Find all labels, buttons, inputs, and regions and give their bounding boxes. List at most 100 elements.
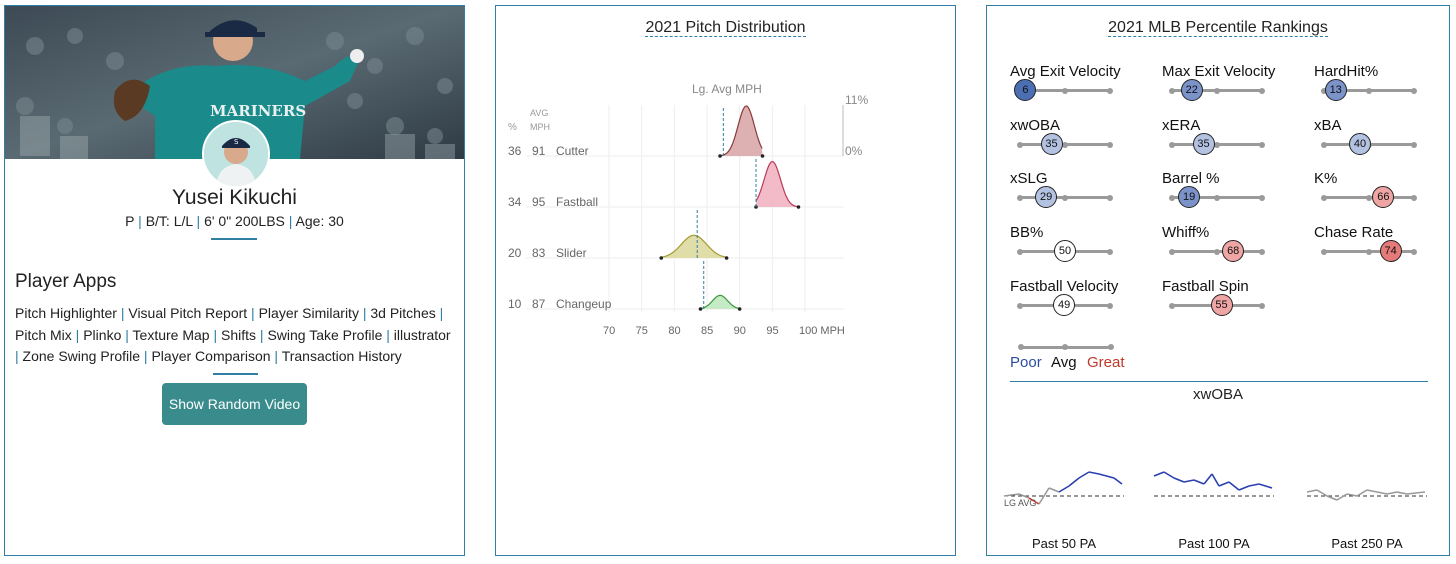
player-info: P | B/T: L/L | 6' 0" 200LBS | Age: 30 [5, 213, 464, 229]
trend-segment [1003, 493, 1020, 497]
player-apps-title: Player Apps [15, 271, 117, 292]
trend-segment [1098, 473, 1115, 479]
trend-segment [1048, 487, 1060, 493]
xwoba-trend-title: xwOBA [1192, 386, 1243, 403]
rank-label-chase-rate: Chase Rate [1314, 224, 1394, 241]
pitch-distribution-chart: Lg. Avg MPH% AVG MPH 11% 0% 36 91 Cutter 34 95 Fas… [508, 82, 868, 337]
trend-segment [1058, 485, 1070, 493]
show-random-video-button[interactable]: Show Random Video [162, 383, 307, 425]
pitch-avg-mph: 83 [532, 246, 546, 260]
rank-tick [1017, 248, 1023, 255]
x-tick-label: 75 [636, 325, 648, 337]
legend-tick [1062, 344, 1068, 350]
app-link-zone-swing-profile[interactable]: Zone Swing Profile [22, 348, 141, 364]
pitch-density-line-changeup [700, 294, 740, 310]
trend-segment [1193, 479, 1205, 485]
rank-tick [1321, 194, 1327, 201]
rank-bubble: 74 [1379, 240, 1402, 262]
rank-bubble: 35 [1192, 133, 1215, 155]
pitch-distribution-panel: 2021 Pitch Distribution Lg. Avg MPH% AVG M… [495, 5, 956, 556]
pitch-density-line-fastball [755, 160, 799, 208]
trend-segment [1238, 485, 1250, 491]
app-link-shifts[interactable]: Shifts [221, 326, 257, 343]
pitch-name: Changeup [556, 297, 612, 311]
trend-segment [1346, 493, 1358, 497]
rank-bubble: 29 [1035, 186, 1058, 208]
app-link-illustrator[interactable]: illustrator [393, 326, 451, 343]
trend-segment [1336, 493, 1348, 501]
percentile-title-text: 2021 MLB Percentile Rankings [1108, 19, 1328, 37]
percentile-title: 2021 MLB Percentile Rankings [987, 19, 1449, 37]
trend-segment [1386, 491, 1398, 495]
rank-bubble: 49 [1053, 294, 1076, 316]
rank-tick [1366, 248, 1372, 255]
lg-avg-label: Lg. Avg MPH [692, 82, 762, 96]
trend-segment [1163, 471, 1175, 479]
trend-segment [1088, 471, 1100, 475]
pitch-density-line-cutter [720, 105, 763, 157]
trend-segment [1316, 489, 1328, 497]
app-link-swing-take-profile[interactable]: Swing Take Profile [267, 326, 383, 343]
rank-label-xslg: xSLG [1010, 170, 1048, 187]
rank-tick [1259, 141, 1265, 148]
pitch-pct: 36 [508, 144, 522, 158]
x-tick-label: 100 MPH [799, 325, 845, 337]
app-link-pitch-mix[interactable]: Pitch Mix [15, 326, 72, 343]
col-avg-header: AVG [530, 108, 548, 118]
app-link-player-similarity[interactable]: Player Similarity [258, 305, 359, 321]
range-endpoint [659, 256, 664, 260]
player-bats-throws: B/T: L/L [145, 213, 193, 229]
range-endpoint [737, 307, 742, 311]
rank-tick [1411, 87, 1417, 94]
separator: | [15, 348, 23, 364]
rank-label-k-: K% [1314, 170, 1338, 187]
trend-segment [1078, 471, 1090, 479]
trend-segment [1038, 487, 1050, 505]
window-label-100: Past 100 PA [1178, 536, 1250, 551]
range-endpoint [698, 307, 703, 311]
app-link-pitch-highlighter[interactable]: Pitch Highlighter [15, 305, 117, 321]
separator: | [247, 305, 259, 321]
window-label-250: Past 250 PA [1331, 536, 1403, 551]
app-link-player-comparison[interactable]: Player Comparison [151, 348, 271, 364]
trend-segment [1356, 489, 1368, 497]
app-link-transaction-history[interactable]: Transaction History [281, 348, 402, 364]
app-link-plinko[interactable]: Plinko [83, 326, 122, 343]
trend-segment [1248, 483, 1260, 487]
pitch-name: Slider [556, 246, 587, 260]
pitch-name: Fastball [556, 195, 598, 209]
trend-segment [1028, 497, 1040, 505]
trend-segment [1173, 477, 1185, 483]
range-endpoint [796, 205, 801, 209]
rank-label-whiff-: Whiff% [1162, 224, 1210, 241]
rank-label-fastball-velocity: Fastball Velocity [1010, 278, 1119, 295]
rank-tick [1107, 87, 1113, 94]
app-link-texture-map[interactable]: Texture Map [132, 326, 210, 343]
trend-segment [1396, 491, 1408, 495]
rank-label-hardhit-: HardHit% [1314, 63, 1379, 80]
rank-bubble: 13 [1324, 79, 1347, 101]
player-age: Age: 30 [295, 213, 344, 229]
separator: | [140, 348, 152, 364]
col-pct-header: % [508, 122, 517, 133]
rank-label-xera: xERA [1162, 117, 1201, 134]
pitch-density-changeup [700, 295, 740, 309]
app-link-visual-pitch-report[interactable]: Visual Pitch Report [128, 305, 248, 321]
rank-tick [1214, 87, 1220, 94]
app-link-3d-pitches[interactable]: 3d Pitches [370, 305, 436, 321]
rank-tick [1107, 302, 1113, 309]
x-tick-label: 85 [701, 325, 713, 337]
rank-bubble: 19 [1178, 186, 1201, 208]
rank-tick [1214, 248, 1220, 255]
rank-bubble: 22 [1180, 79, 1203, 101]
x-tick-label: 80 [668, 325, 680, 337]
rank-tick [1366, 87, 1372, 94]
pitch-avg-mph: 87 [532, 297, 546, 311]
pitch-name: Cutter [556, 144, 589, 158]
player-name: Yusei Kikuchi [172, 186, 297, 209]
col-mph-header: MPH [530, 122, 550, 132]
legend-tick [1108, 344, 1114, 350]
pitch-distribution-title: 2021 Pitch Distribution [496, 19, 955, 37]
rank-tick [1259, 87, 1265, 94]
rank-bubble: 6 [1014, 79, 1037, 101]
